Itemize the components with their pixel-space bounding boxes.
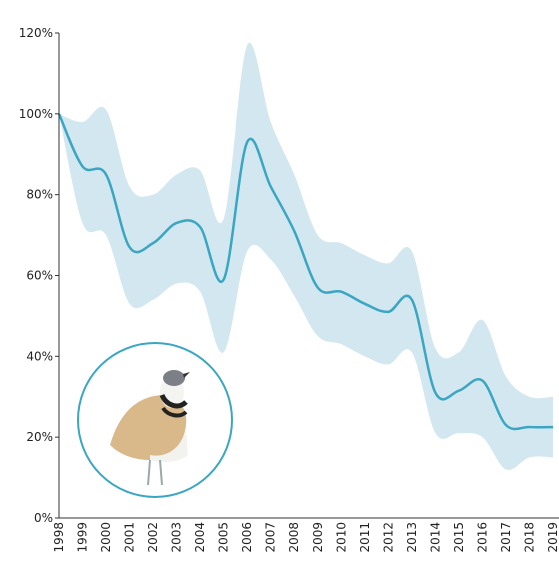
x-tick-label: 2016 — [475, 522, 489, 553]
x-tick-label: 2009 — [311, 522, 325, 553]
x-tick-label: 2013 — [405, 522, 419, 553]
y-tick-label: 60% — [26, 269, 53, 283]
x-tick-label: 2012 — [381, 522, 395, 553]
y-tick-label: 100% — [19, 107, 53, 121]
x-tick-label: 2006 — [240, 522, 254, 553]
x-tick-label: 2007 — [264, 522, 278, 553]
x-tick-label: 2004 — [193, 522, 207, 553]
x-tick-label: 1998 — [52, 522, 66, 553]
x-tick-label: 2000 — [99, 522, 113, 553]
y-tick-label: 40% — [26, 349, 53, 363]
trend-line — [57, 113, 554, 431]
y-tick-label: 0% — [34, 511, 53, 525]
x-tick-label: 1999 — [76, 522, 90, 553]
y-tick-label: 20% — [26, 430, 53, 444]
bird-illustration — [77, 342, 233, 498]
x-tick-label: 2017 — [499, 522, 513, 553]
x-tick-label: 2015 — [452, 522, 466, 553]
x-tick-label: 2002 — [146, 522, 160, 553]
x-tick-label: 2019 — [546, 522, 559, 553]
x-tick-label: 2018 — [522, 522, 536, 553]
x-tick-label: 2011 — [358, 522, 372, 553]
x-tick-label: 2010 — [334, 522, 348, 553]
confidence-band — [59, 42, 553, 471]
y-tick-label: 120% — [19, 26, 53, 40]
plot-area: 0% 20% 40% 60% 80% 100% 120% 1998 1999 2000 2001 20… — [19, 26, 559, 553]
x-tick-label: 2008 — [287, 522, 301, 553]
x-tick-label: 2005 — [217, 522, 231, 553]
x-tick-label: 2014 — [428, 522, 442, 553]
y-tick-label: 80% — [26, 188, 53, 202]
x-tick-label: 2001 — [123, 522, 137, 553]
x-tick-label: 2003 — [170, 522, 184, 553]
